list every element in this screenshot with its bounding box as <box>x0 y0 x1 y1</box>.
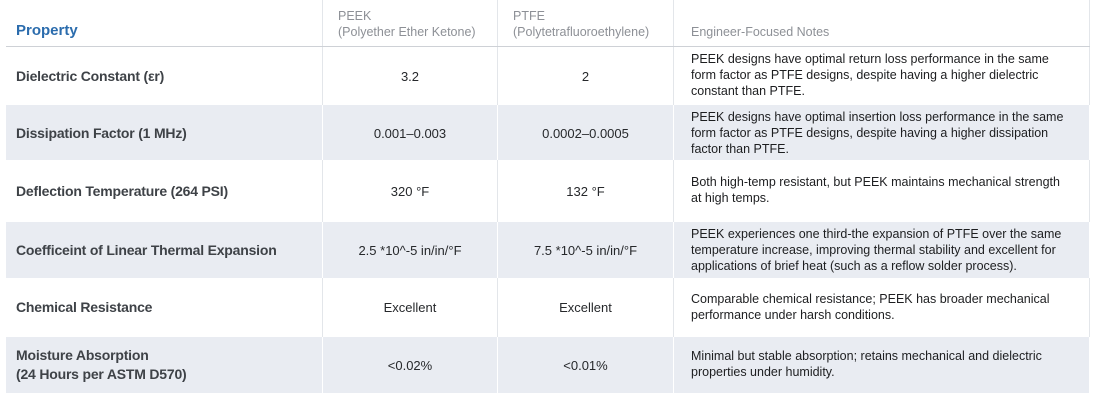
property-cell: Moisture Absorption (24 Hours per ASTM D… <box>16 347 187 382</box>
table-body: Dielectric Constant (εr) 3.2 2 PEEK desi… <box>6 47 1090 393</box>
column-header-ptfe: PTFE (Polytetrafluoroethylene) <box>497 0 673 46</box>
peek-value-cell: 3.2 <box>322 47 497 105</box>
column-header-peek: PEEK (Polyether Ether Ketone) <box>322 0 497 46</box>
peek-value-cell: Excellent <box>322 278 497 337</box>
column-header-ptfe-label: PTFE <box>513 8 545 23</box>
property-cell: Chemical Resistance <box>16 299 153 316</box>
notes-cell: Both high-temp resistant, but PEEK maint… <box>673 160 1090 222</box>
table-row-dissipation-factor: Dissipation Factor (1 MHz) 0.001–0.003 0… <box>6 105 1090 163</box>
table-row-moisture-absorption: Moisture Absorption (24 Hours per ASTM D… <box>6 337 1090 393</box>
notes-text: PEEK designs have optimal insertion loss… <box>691 110 1064 156</box>
column-header-property: Property <box>16 22 78 39</box>
ptfe-value-cell: 132 °F <box>497 160 673 222</box>
peek-value-cell: <0.02% <box>322 337 497 393</box>
notes-cell: PEEK designs have optimal insertion loss… <box>673 105 1090 163</box>
peek-value-cell: 320 °F <box>322 160 497 222</box>
notes-cell: Comparable chemical resistance; PEEK has… <box>673 278 1090 337</box>
notes-cell: PEEK experiences one third-the expansion… <box>673 222 1090 280</box>
ptfe-value-cell: Excellent <box>497 278 673 337</box>
property-cell: Coefficeint of Linear Thermal Expansion <box>16 242 277 259</box>
property-cell: Deflection Temperature (264 PSI) <box>16 182 228 199</box>
table-header-row: Property PEEK (Polyether Ether Ketone) P… <box>6 0 1090 47</box>
column-header-notes: Engineer-Focused Notes <box>673 0 1090 46</box>
table-row-chemical-resistance: Chemical Resistance Excellent Excellent … <box>6 278 1090 337</box>
notes-cell: Minimal but stable absorption; retains m… <box>673 337 1090 393</box>
column-header-peek-sublabel: (Polyether Ether Ketone) <box>338 24 476 39</box>
notes-text: PEEK designs have optimal return loss pe… <box>691 52 1049 98</box>
notes-text: Minimal but stable absorption; retains m… <box>691 349 1042 379</box>
peek-value-cell: 2.5 *10^-5 in/in/°F <box>322 222 497 280</box>
notes-cell: PEEK designs have optimal return loss pe… <box>673 47 1090 105</box>
peek-value-cell: 0.001–0.003 <box>322 105 497 163</box>
column-header-peek-label: PEEK <box>338 8 372 23</box>
table-row-thermal-expansion: Coefficeint of Linear Thermal Expansion … <box>6 222 1090 280</box>
property-cell: Dissipation Factor (1 MHz) <box>16 125 187 142</box>
property-cell: Dielectric Constant (εr) <box>16 67 165 84</box>
ptfe-value-cell: 2 <box>497 47 673 105</box>
ptfe-value-cell: <0.01% <box>497 337 673 393</box>
column-header-ptfe-sublabel: (Polytetrafluoroethylene) <box>513 24 650 39</box>
notes-text: Comparable chemical resistance; PEEK has… <box>691 291 1050 322</box>
notes-text: PEEK experiences one third-the expansion… <box>691 227 1062 273</box>
comparison-table: Property PEEK (Polyether Ether Ketone) P… <box>6 0 1090 393</box>
table-row-dielectric-constant: Dielectric Constant (εr) 3.2 2 PEEK desi… <box>6 47 1090 105</box>
ptfe-value-cell: 0.0002–0.0005 <box>497 105 673 163</box>
ptfe-value-cell: 7.5 *10^-5 in/in/°F <box>497 222 673 280</box>
notes-text: Both high-temp resistant, but PEEK maint… <box>691 175 1060 205</box>
table-row-deflection-temperature: Deflection Temperature (264 PSI) 320 °F … <box>6 160 1090 222</box>
